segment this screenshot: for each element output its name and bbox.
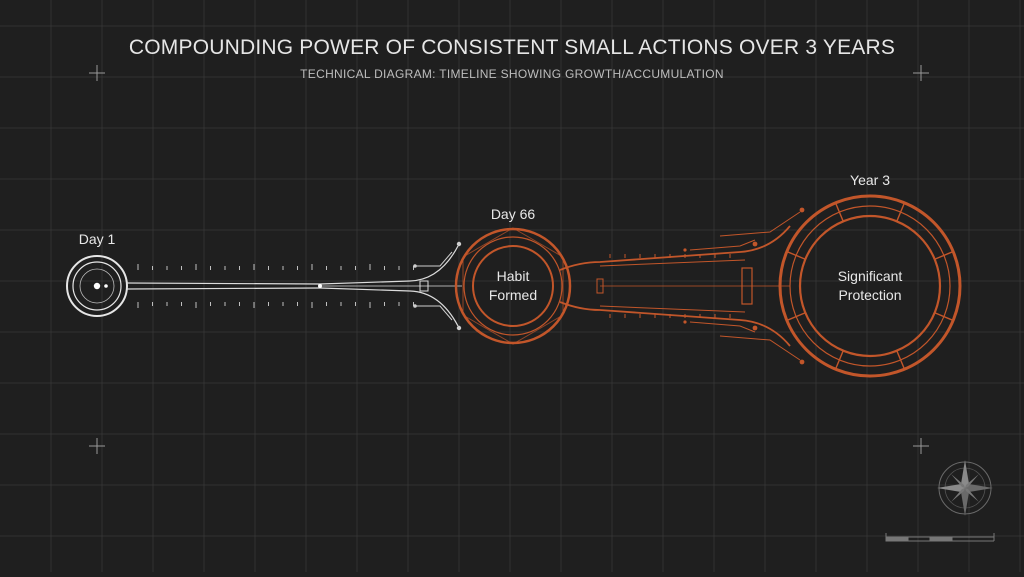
ring-spoke bbox=[834, 202, 844, 222]
year-3-label: Year 3 bbox=[850, 172, 890, 188]
diagram-subtitle: TECHNICAL DIAGRAM: TIMELINE SHOWING GROW… bbox=[300, 67, 724, 81]
year-3-inner-text: Significant Protection bbox=[800, 267, 940, 305]
day-1-label: Day 1 bbox=[78, 231, 116, 247]
early-tick-marks bbox=[137, 264, 414, 308]
ring-spoke bbox=[896, 350, 906, 370]
day-66-leads bbox=[413, 241, 462, 331]
day-66-inner-line-1: Habit bbox=[496, 268, 530, 284]
day-66-inner-text: Habit Formed bbox=[463, 267, 563, 305]
year-3-inner-line-1: Significant bbox=[837, 268, 903, 284]
year-3-node bbox=[778, 194, 962, 378]
crosshair-icon bbox=[89, 65, 105, 81]
ring-spoke bbox=[834, 350, 844, 370]
scale-bar-icon bbox=[885, 533, 995, 542]
diagram-title: COMPOUNDING POWER OF CONSISTENT SMALL AC… bbox=[128, 36, 896, 59]
growth-tick-marks bbox=[609, 254, 731, 318]
ring-spoke bbox=[934, 312, 954, 322]
day-66-label: Day 66 bbox=[490, 206, 536, 222]
year-3-leads bbox=[683, 207, 805, 365]
crosshair-icon bbox=[913, 65, 929, 81]
crosshair-icon bbox=[913, 438, 929, 454]
early-timeline bbox=[126, 245, 462, 327]
day-66-inner-line-2: Formed bbox=[488, 287, 538, 303]
compass-rose-icon bbox=[937, 460, 993, 516]
year-3-inner-line-2: Protection bbox=[838, 287, 902, 303]
ring-spoke bbox=[786, 250, 806, 260]
crosshair-icons bbox=[89, 65, 929, 454]
ring-spoke bbox=[896, 202, 906, 222]
ring-spoke bbox=[934, 250, 954, 260]
crosshair-icon bbox=[89, 438, 105, 454]
day-66-node bbox=[454, 227, 572, 345]
ring-spoke bbox=[786, 312, 806, 322]
day-1-node bbox=[66, 255, 128, 317]
